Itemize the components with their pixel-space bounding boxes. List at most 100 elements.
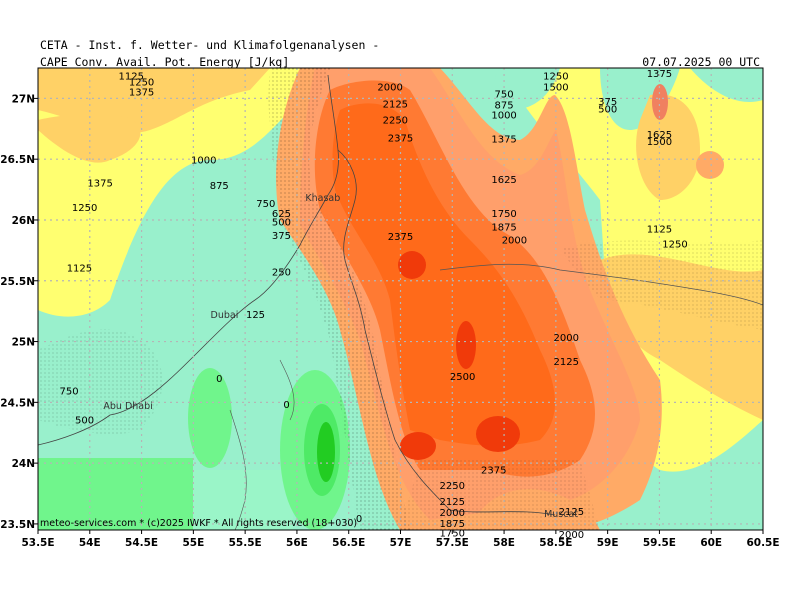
cape-band-lightorange-ne <box>636 94 700 200</box>
field-label: CAPE Conv. Avail. Pot. Energy [J/kg] <box>40 55 290 69</box>
contour-value-label: 2125 <box>440 497 465 508</box>
contour-value-label: 1875 <box>440 519 465 530</box>
grid-lines <box>38 68 763 530</box>
contour-value-label: 1375 <box>647 69 672 80</box>
longitude-axis: 53.5E 54E 54.5E 55E 55.5E 56E 56.5E 57E 57.5E 58E… <box>21 530 780 549</box>
city-label: Khasab <box>305 193 340 204</box>
city-label: Dubai <box>211 310 239 321</box>
contour-value-label: 500 <box>598 104 617 115</box>
lat-tick-label: 23.5N <box>0 519 35 531</box>
contour-value-label: 0 <box>216 374 222 385</box>
cape-field <box>38 68 763 530</box>
contour-value-label: 1625 <box>491 175 516 186</box>
cape-band-lightgreen-ne <box>560 68 763 103</box>
city-label: Muscat <box>544 509 578 520</box>
contour-value-label: 2125 <box>559 507 584 518</box>
lon-tick-label: 58E <box>493 537 515 549</box>
lon-tick-label: 55.5E <box>229 537 262 549</box>
contour-value-label: 1000 <box>491 110 516 121</box>
border-uae-oman <box>229 409 247 530</box>
contour-value-label: 1250 <box>662 239 687 250</box>
lon-tick-label: 60E <box>700 537 722 549</box>
cape-band-red-max3 <box>476 416 520 452</box>
contour-value-label: 0 <box>356 514 362 525</box>
city-label: Abu Dhabi <box>103 401 152 412</box>
lat-tick-label: 24.5N <box>0 397 35 409</box>
contour-value-label: 1625 <box>647 130 672 141</box>
contour-value-label: 2375 <box>481 465 506 476</box>
coastline-iran <box>439 263 763 306</box>
lon-tick-label: 59E <box>597 537 619 549</box>
contour-value-label: 1250 <box>543 72 568 83</box>
gradient-stipple-e <box>560 240 763 330</box>
contour-value-label: 2000 <box>502 236 527 247</box>
lon-tick-label: 56.5E <box>332 537 365 549</box>
lat-tick-label: 27N <box>12 93 35 105</box>
contour-value-label: 375 <box>598 97 617 108</box>
contour-value-label: 750 <box>60 386 79 397</box>
contour-value-label: 2125 <box>553 357 578 368</box>
cape-band-green-w <box>188 368 232 468</box>
contour-value-label: 2500 <box>450 372 475 383</box>
contour-value-label: 2375 <box>388 134 413 145</box>
border-inner <box>279 359 295 421</box>
contour-value-label: 750 <box>495 90 514 101</box>
lon-tick-label: 60.5E <box>746 537 779 549</box>
cape-band-red-max1 <box>398 251 426 279</box>
contour-value-label: 2000 <box>377 82 402 93</box>
cape-band-pink-ne <box>652 84 668 120</box>
lon-tick-label: 55E <box>182 537 204 549</box>
cape-band-lightgreen-s <box>193 470 293 530</box>
contour-value-label: 1125 <box>118 72 143 83</box>
lon-tick-label: 54.5E <box>125 537 158 549</box>
gradient-stipple-sw <box>38 329 163 435</box>
contour-value-label: 1125 <box>67 264 92 275</box>
coastline-gulf <box>38 74 339 446</box>
cape-band-green-sw <box>38 458 193 530</box>
lon-tick-label: 57.5E <box>436 537 469 549</box>
cape-band-lightgreen-ne2 <box>600 68 680 130</box>
contour-value-label: 250 <box>272 267 291 278</box>
lat-tick-label: 26.5N <box>0 154 35 166</box>
cape-band-darkorange-2375 <box>332 103 555 446</box>
contour-value-label: 1500 <box>543 82 568 93</box>
contour-value-label: 1125 <box>647 225 672 236</box>
contour-value-label: 1875 <box>491 222 516 233</box>
contour-value-label: 750 <box>256 199 275 210</box>
gradient-stipple-coast <box>268 68 410 530</box>
contour-value-label: 1250 <box>72 203 97 214</box>
contour-value-label: 1375 <box>491 135 516 146</box>
contour-value-label: 1000 <box>191 155 216 166</box>
lon-tick-label: 57E <box>390 537 412 549</box>
contour-value-label: 625 <box>272 209 291 220</box>
contour-value-label: 875 <box>210 181 229 192</box>
gradient-stipple-s <box>400 460 600 530</box>
contour-value-label: 500 <box>272 217 291 228</box>
contour-value-label: 2000 <box>553 333 578 344</box>
contour-value-label: 2125 <box>383 99 408 110</box>
cape-band-green-dark <box>317 422 335 482</box>
valid-datetime: 07.07.2025 00 UTC <box>642 55 760 69</box>
contour-value-label: 2250 <box>383 115 408 126</box>
cape-band-red-max4 <box>400 432 436 460</box>
contour-value-label: 0 <box>283 400 289 411</box>
contour-value-label: 2375 <box>388 232 413 243</box>
lon-tick-label: 54E <box>79 537 101 549</box>
contour-value-label: 2250 <box>440 481 465 492</box>
contour-value-label: 1750 <box>440 529 465 540</box>
lat-tick-label: 25.5N <box>0 276 35 288</box>
lon-tick-label: 58.5E <box>539 537 572 549</box>
contour-value-label: 125 <box>246 310 265 321</box>
contour-value-label: 2000 <box>440 508 465 519</box>
lat-tick-label: 24N <box>12 458 35 470</box>
header-title: CETA - Inst. f. Wetter- und Klimafolgena… <box>40 38 380 52</box>
contour-value-label: 500 <box>75 416 94 427</box>
contour-value-label: 875 <box>495 101 514 112</box>
cape-band-lightorange-nw2 <box>38 113 141 163</box>
cape-band-lightgreen-n <box>494 68 560 110</box>
contour-value-label: 2000 <box>559 530 584 541</box>
lon-tick-label: 56E <box>286 537 308 549</box>
contour-value-label: 1750 <box>491 209 516 220</box>
